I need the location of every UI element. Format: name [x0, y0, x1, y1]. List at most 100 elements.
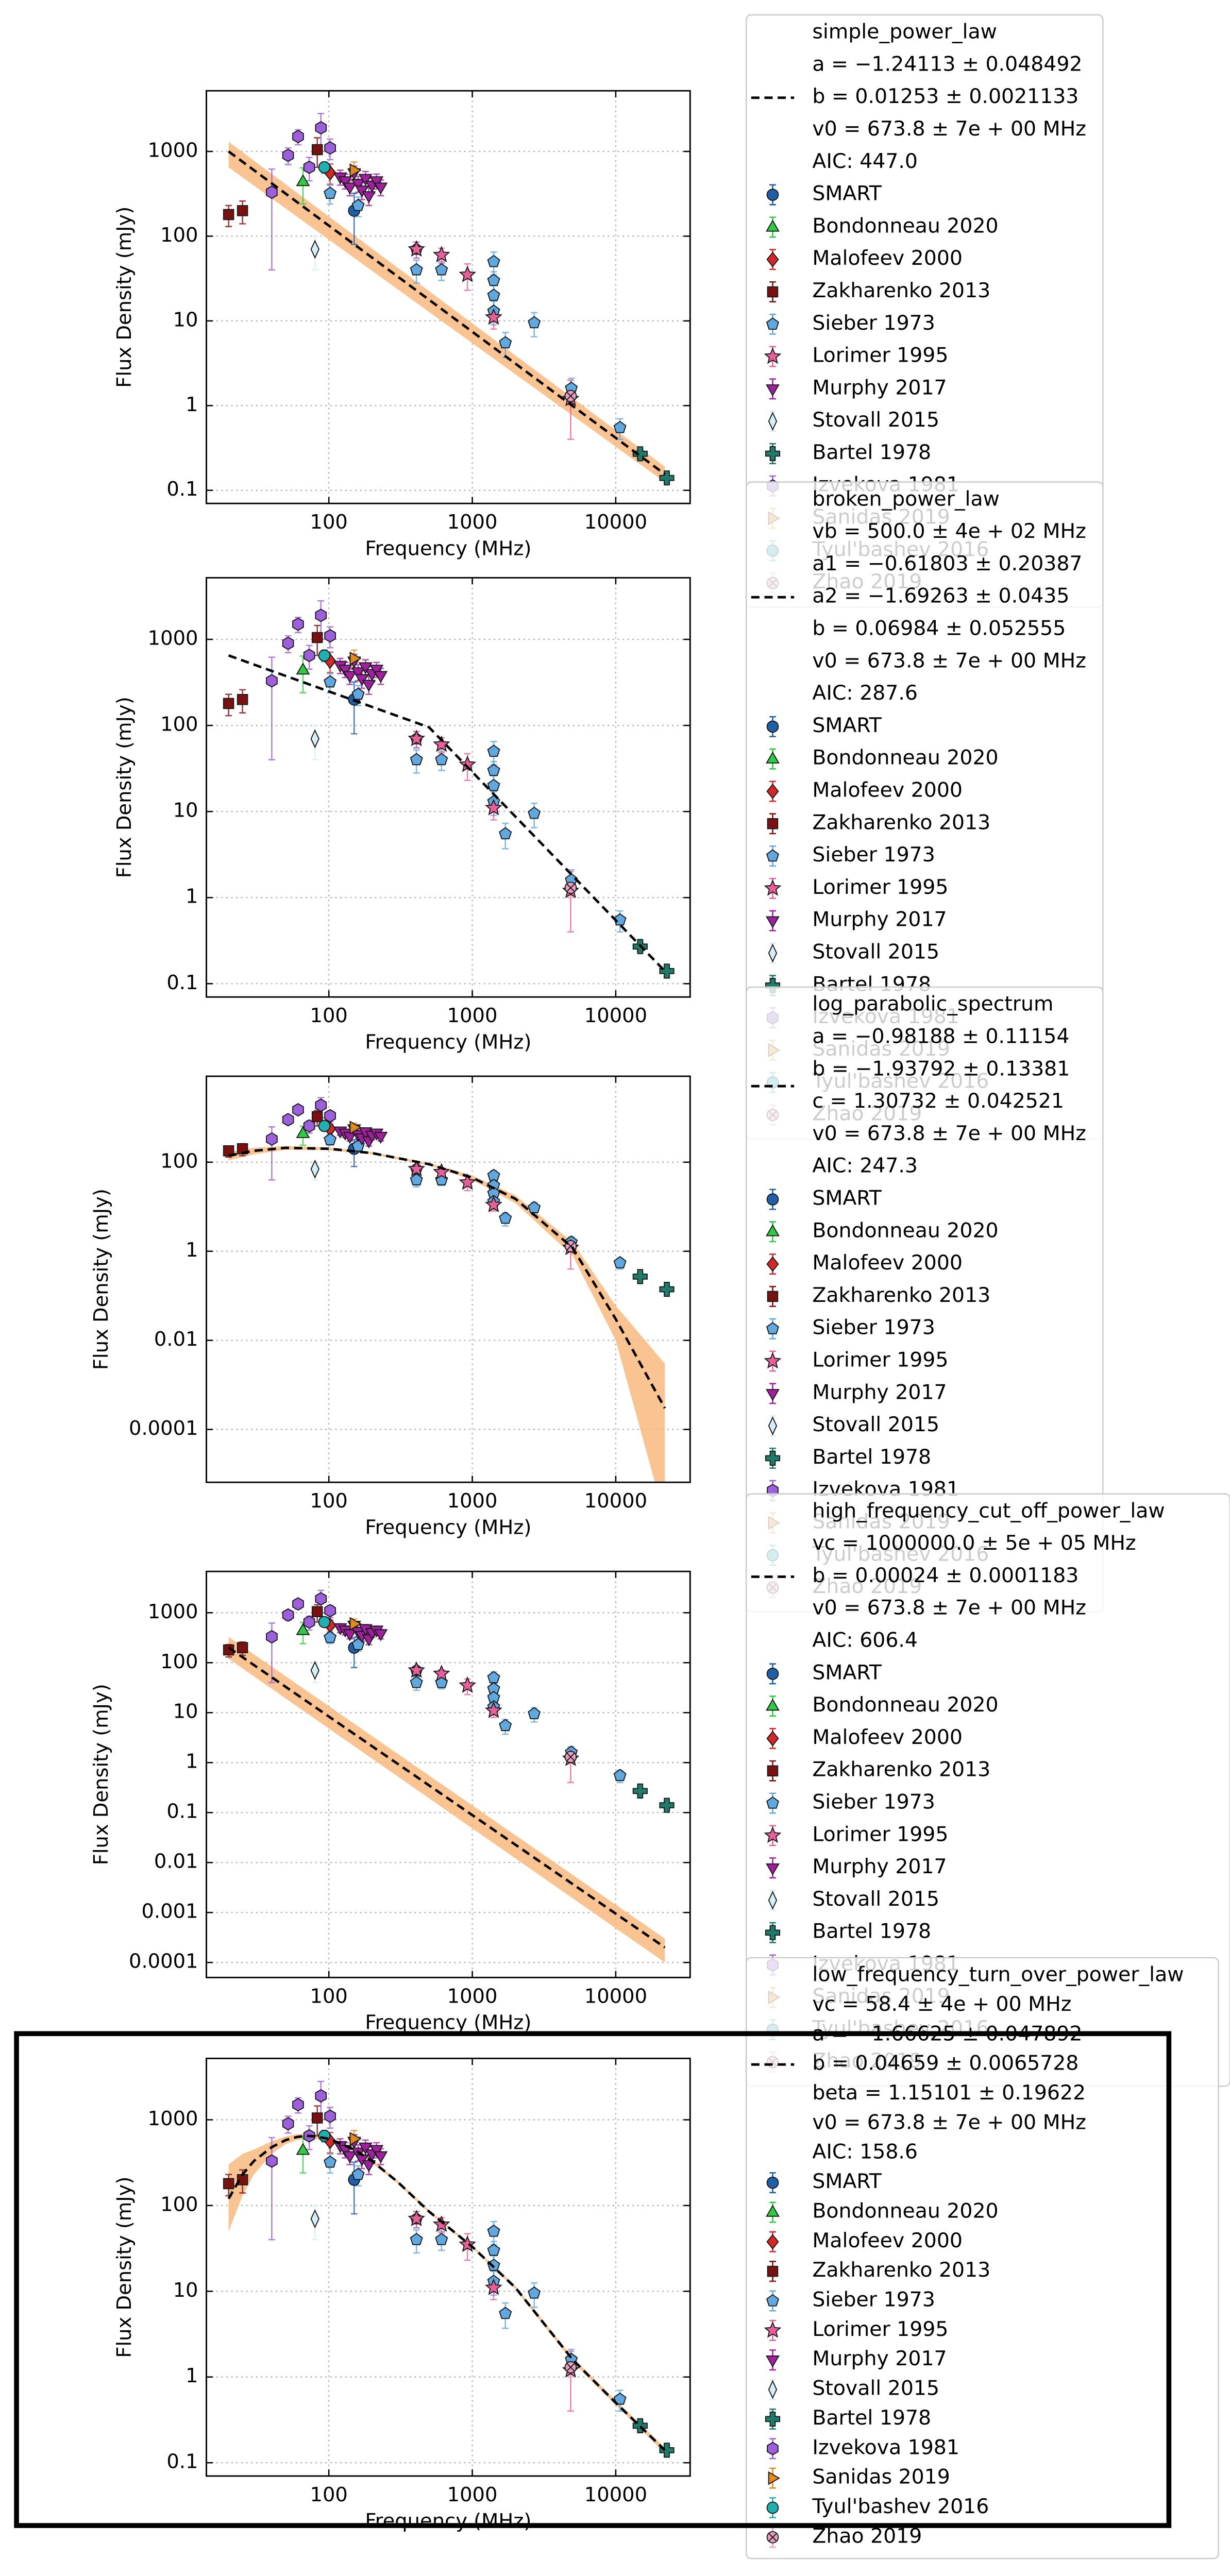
- legend-marker: [765, 1925, 781, 1940]
- data-point: [485, 308, 502, 325]
- data-point: [432, 1163, 450, 1180]
- data-point: [659, 1281, 675, 1297]
- legend-marker: [764, 879, 782, 896]
- data-point: [613, 1256, 627, 1268]
- data-point: [237, 1642, 248, 1653]
- y-tick-label: 0.01: [154, 1850, 198, 1873]
- data-point: [499, 336, 512, 349]
- legend-label: Malofeev 2000: [812, 1725, 963, 1749]
- y-tick-label: 10: [173, 799, 198, 822]
- data-point: [311, 1606, 323, 1617]
- legend-fit-label: b = 0.00024 ± 0.0001183: [812, 1564, 1079, 1587]
- y-tick-label: 0.001: [141, 1900, 198, 1923]
- y-axis-title: Flux Density (mJy): [113, 697, 136, 878]
- fit-line: [228, 654, 666, 972]
- y-tick-label: 1: [186, 885, 198, 908]
- legend-label: Zakharenko 2013: [812, 2258, 990, 2282]
- data-point: [499, 1719, 512, 1732]
- legend-label: Murphy 2017: [812, 1380, 947, 1404]
- data-point: [318, 161, 331, 174]
- data-point: [374, 1131, 388, 1144]
- x-tick-label: 1000: [447, 1985, 498, 2008]
- data-point: [310, 729, 319, 749]
- data-point: [351, 667, 365, 680]
- legend-label: Zhao 2019: [812, 2524, 922, 2548]
- data-point: [374, 182, 388, 195]
- x-tick-label: 10000: [584, 1004, 647, 1027]
- legend-marker: [766, 1224, 780, 1236]
- legend-marker: [766, 1668, 779, 1680]
- data-point: [432, 246, 450, 263]
- plot-content: [223, 600, 675, 979]
- data-point: [318, 1120, 331, 1132]
- legend-marker: [766, 916, 780, 928]
- legend-fit-label: simple_power_law: [812, 20, 997, 44]
- data-point: [282, 636, 294, 650]
- data-point: [485, 2278, 502, 2295]
- legend-fit-label: a = −0.98188 ± 0.11154: [812, 1025, 1069, 1048]
- x-axis-title: Frequency (MHz): [365, 2011, 531, 2035]
- legend-label: Sieber 1973: [812, 1790, 935, 1814]
- y-axis-title: Flux Density (mJy): [113, 2177, 136, 2358]
- legend-marker: [767, 286, 779, 298]
- data-point: [435, 2232, 448, 2245]
- legend-label: Lorimer 1995: [812, 1822, 948, 1846]
- y-tick-label: 0.1: [166, 2450, 198, 2473]
- x-tick-label: 10000: [584, 2483, 647, 2506]
- legend-label: Tyul'bashev 2016: [812, 2495, 989, 2518]
- legend-fit-label: AIC: 606.4: [812, 1629, 918, 1652]
- data-point: [487, 764, 500, 776]
- legend-label: Zakharenko 2013: [812, 279, 990, 302]
- data-point: [485, 799, 502, 816]
- data-point: [362, 2160, 376, 2173]
- legend-marker: [766, 1699, 780, 1711]
- data-point: [315, 121, 327, 135]
- y-axis-title: Flux Density (mJy): [90, 1189, 113, 1370]
- y-tick-label: 1000: [148, 627, 198, 650]
- data-point: [410, 263, 423, 276]
- y-tick-label: 1: [186, 393, 198, 416]
- legend-fit-label: b = 0.06984 ± 0.052555: [812, 616, 1066, 640]
- legend-marker: [766, 189, 779, 201]
- legend-marker: [766, 751, 780, 764]
- legend-fit-label: v0 = 673.8 ± 7e + 00 MHz: [812, 117, 1086, 141]
- data-point: [487, 2224, 500, 2237]
- x-tick-label: 1000: [447, 511, 498, 534]
- x-axis-title: Frequency (MHz): [365, 537, 531, 560]
- legend-label: Stovall 2015: [812, 1413, 939, 1436]
- data-point: [315, 2089, 327, 2103]
- data-point: [266, 1630, 278, 1644]
- legend-label: Bartel 1978: [812, 1920, 931, 1943]
- legend-fit-label: b = 0.01253 ± 0.0021133: [812, 84, 1079, 108]
- legend-marker: [768, 1890, 778, 1910]
- data-point: [432, 2215, 450, 2232]
- y-tick-label: 100: [160, 1650, 198, 1673]
- data-point: [292, 2098, 304, 2112]
- legend-marker: [766, 1193, 779, 1206]
- data-point: [223, 2178, 234, 2190]
- data-point: [358, 2142, 373, 2155]
- y-tick-label: 10: [173, 1700, 198, 1723]
- data-point: [374, 1629, 388, 1641]
- data-point: [362, 680, 376, 692]
- legend-label: Bondonneau 2020: [812, 2199, 998, 2223]
- y-tick-label: 0.0001: [129, 1950, 198, 1973]
- legend-label: Lorimer 1995: [812, 2317, 948, 2341]
- data-point: [459, 1676, 477, 1693]
- data-point: [311, 632, 323, 643]
- data-point: [369, 665, 384, 677]
- data-point: [343, 182, 357, 195]
- data-point: [459, 265, 477, 282]
- x-tick-label: 1000: [447, 1004, 498, 1027]
- data-point: [487, 255, 500, 267]
- data-point: [408, 1160, 426, 1177]
- legend-fit-label: a1 = −0.61803 ± 0.20387: [812, 552, 1082, 575]
- plot-content: [223, 113, 675, 486]
- data-point: [410, 2232, 423, 2245]
- legend-marker: [766, 2531, 779, 2544]
- x-tick-label: 100: [310, 1004, 348, 1027]
- legend-label: Izvekova 1981: [812, 2435, 959, 2459]
- plot-frame: [206, 2057, 691, 2477]
- data-point: [410, 1675, 423, 1688]
